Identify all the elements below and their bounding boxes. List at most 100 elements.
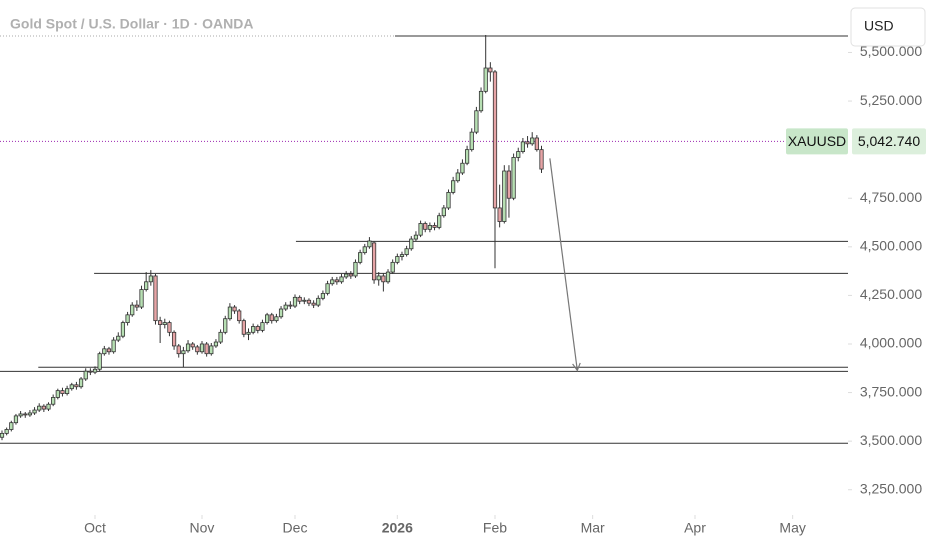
arrow-head	[572, 362, 581, 372]
candle-body	[455, 172, 460, 182]
candle-body	[306, 299, 312, 304]
y-tick-label: 5,500.000	[860, 43, 922, 59]
candle-body	[460, 162, 465, 174]
candle-body	[92, 368, 98, 373]
symbol-label: XAUUSD	[788, 133, 846, 149]
x-tick-label: May	[779, 520, 805, 536]
candle-body	[223, 318, 228, 333]
currency-button[interactable]	[850, 7, 926, 47]
y-tick-label: 4,250.000	[860, 286, 922, 302]
candle-body	[213, 341, 219, 347]
candle-body	[209, 345, 214, 355]
candle-body	[534, 137, 539, 151]
x-tick-label: Oct	[84, 520, 106, 536]
candle-body	[334, 279, 339, 283]
x-tick-label: Dec	[283, 520, 308, 536]
candle-body	[395, 256, 400, 263]
candle-body	[130, 304, 135, 316]
candle-body	[83, 370, 88, 380]
candle-body	[367, 240, 372, 248]
candle-body	[320, 293, 326, 299]
symbol-box	[786, 128, 848, 155]
candle-body	[97, 353, 102, 370]
candle-body	[441, 207, 446, 217]
candle-body	[120, 322, 126, 337]
candle-body	[437, 215, 442, 228]
candle-body	[530, 137, 535, 145]
arrow-line	[549, 158, 578, 371]
candle-body	[218, 331, 223, 343]
candle-body	[488, 67, 493, 73]
candle-body	[469, 131, 474, 151]
candle-body	[204, 343, 209, 355]
candle-body	[199, 343, 205, 353]
candle-body	[381, 275, 386, 283]
candle-body	[51, 397, 56, 405]
candle-body	[181, 350, 186, 355]
candle-body	[9, 422, 14, 430]
candle-body	[60, 390, 65, 394]
chart-title: Gold Spot / U.S. Dollar · 1D · OANDA	[10, 16, 253, 32]
candle-body	[251, 326, 256, 333]
candle-body	[241, 320, 246, 335]
candle-body	[274, 316, 279, 322]
candle-body	[232, 306, 237, 312]
candle-body	[283, 304, 288, 310]
price-box	[852, 128, 926, 155]
candle-body	[144, 281, 149, 290]
candle-body	[116, 335, 121, 341]
candle-body	[139, 289, 144, 308]
y-tick-label: 4,000.000	[860, 335, 922, 351]
candle-body	[65, 388, 70, 394]
candle-body	[158, 320, 163, 325]
candle-body	[423, 223, 428, 230]
candle-body	[265, 314, 270, 324]
candle-body	[227, 306, 232, 320]
candle-body	[106, 348, 112, 353]
candle-body	[190, 343, 195, 348]
candle-body	[32, 409, 37, 414]
candle-body	[427, 225, 432, 230]
candle-body	[506, 170, 512, 199]
candle-body	[125, 314, 130, 324]
candle-body	[37, 405, 42, 411]
y-tick-label: 3,250.000	[860, 480, 922, 496]
candle-body	[385, 271, 391, 283]
candle-body	[269, 314, 274, 322]
candle-body	[195, 346, 200, 353]
candle-body	[134, 304, 139, 308]
candle-body	[278, 308, 284, 318]
candle-body	[464, 149, 470, 164]
price-label: 5,042.740	[858, 133, 920, 149]
candle-body	[23, 413, 28, 416]
candle-body	[297, 296, 302, 302]
candle-body	[399, 254, 405, 257]
candle-body	[69, 384, 74, 390]
candle-body	[311, 302, 316, 306]
x-tick-label: Apr	[684, 520, 706, 536]
candle-body	[413, 234, 419, 240]
candle-body	[492, 71, 498, 209]
y-tick-label: 5,250.000	[860, 92, 922, 108]
candle-body	[339, 276, 344, 283]
candle-body	[390, 261, 395, 273]
y-tick-label: 4,750.000	[860, 189, 922, 205]
candle-body	[316, 297, 321, 306]
candle-body	[185, 343, 191, 352]
candle-body	[288, 304, 293, 307]
x-tick-label: Nov	[190, 520, 215, 536]
candle-body	[88, 370, 93, 373]
candle-body	[371, 242, 377, 281]
currency-label[interactable]: USD	[864, 18, 894, 34]
candle-body	[525, 141, 530, 145]
candle-body	[41, 405, 46, 410]
candle-body	[171, 331, 177, 347]
candle-body	[153, 275, 158, 322]
candle-body	[4, 429, 9, 434]
candle-body	[13, 415, 19, 424]
candle-body	[0, 432, 5, 438]
candle-body	[478, 90, 484, 112]
candle-body	[483, 67, 488, 92]
